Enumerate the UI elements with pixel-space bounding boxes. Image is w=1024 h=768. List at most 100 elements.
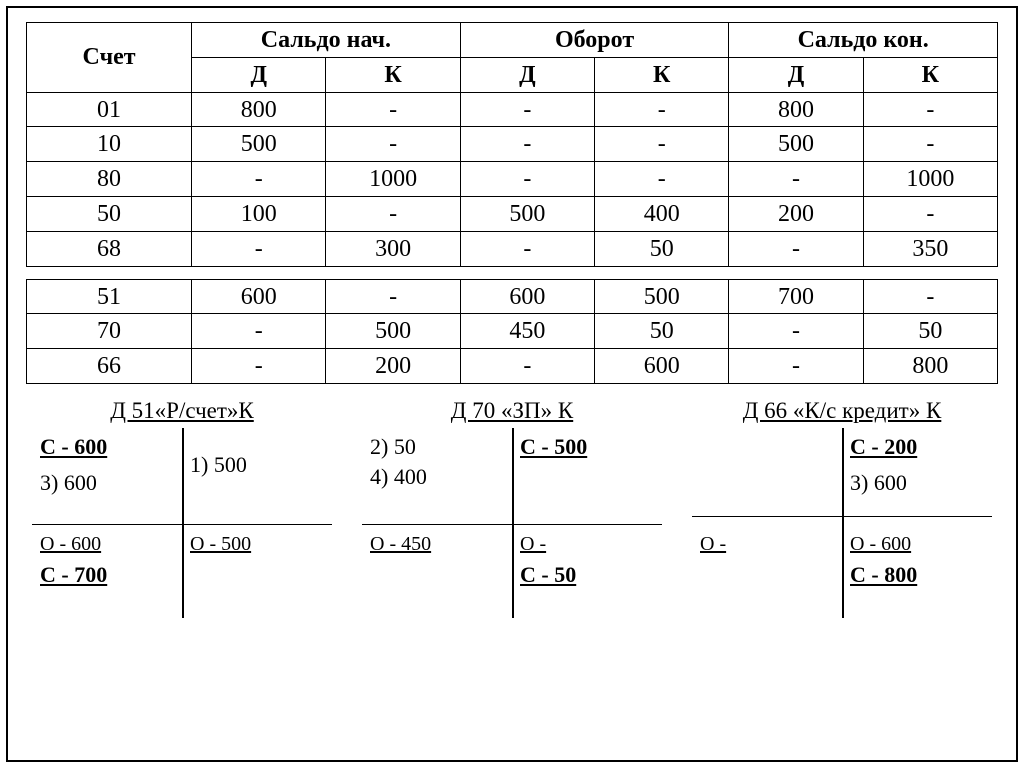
header-row-1: Счет Сальдо нач. Оборот Сальдо кон. [27, 23, 998, 58]
table-cell: - [863, 127, 997, 162]
col-begin: Сальдо нач. [192, 23, 461, 58]
table-cell: - [863, 279, 997, 314]
table-cell: 600 [192, 279, 326, 314]
table-row: 68-300-50-350 [27, 231, 998, 266]
table-cell: 500 [192, 127, 326, 162]
t-account-hline [692, 516, 992, 518]
table-cell: - [326, 196, 460, 231]
table-row: 50100-500400200- [27, 196, 998, 231]
table-row: 80-1000---1000 [27, 162, 998, 197]
table-cell: 100 [192, 196, 326, 231]
table-row: 70-50045050-50 [27, 314, 998, 349]
t-account-entry: О - [700, 530, 726, 556]
t-account-divider [182, 428, 184, 618]
table-cell: 66 [27, 349, 192, 384]
t-account: Д 51«Р/счет»КС - 6003) 600О - 600С - 700… [32, 398, 332, 618]
table-cell: 70 [27, 314, 192, 349]
col-begin-d: Д [192, 57, 326, 92]
t-account-body: С - 6003) 600О - 600С - 7001) 500О - 500 [32, 428, 332, 618]
col-end-k: К [863, 57, 997, 92]
t-account-body: О - С - 200 3) 600 О - 600 С - 800 [692, 428, 992, 618]
t-account-entry: С - 800 [850, 562, 917, 588]
table-cell: - [863, 92, 997, 127]
table-cell: - [863, 196, 997, 231]
t-account-entry: О - 600 [40, 530, 101, 556]
table-cell: - [595, 127, 729, 162]
table-cell: 200 [326, 349, 460, 384]
table-cell: - [460, 127, 594, 162]
table-cell: 1000 [326, 162, 460, 197]
t-account-divider [512, 428, 514, 618]
t-account-hline [32, 524, 332, 526]
table-cell: 68 [27, 231, 192, 266]
table-cell: - [595, 92, 729, 127]
table-cell: 600 [595, 349, 729, 384]
table-cell: - [460, 349, 594, 384]
table-cell: - [729, 349, 863, 384]
table-cell: 800 [192, 92, 326, 127]
table-cell: 50 [27, 196, 192, 231]
col-turn-d: Д [460, 57, 594, 92]
col-end: Сальдо кон. [729, 23, 998, 58]
table-row: 66-200-600-800 [27, 349, 998, 384]
t-account-entry: О - [520, 530, 546, 556]
table-cell: 50 [595, 314, 729, 349]
table-row: 10500---500- [27, 127, 998, 162]
table-cell: - [729, 314, 863, 349]
col-turn-k: К [595, 57, 729, 92]
col-turnover: Оборот [460, 23, 729, 58]
table-cell: 800 [863, 349, 997, 384]
table-row: 51600-600500700- [27, 279, 998, 314]
col-account: Счет [27, 23, 192, 93]
table-cell: - [460, 92, 594, 127]
table-cell: - [326, 127, 460, 162]
table-cell: 50 [595, 231, 729, 266]
t-account-entry: С - 200 [850, 434, 917, 460]
t-account-title: Д 70 «ЗП» К [362, 398, 662, 424]
col-begin-k: К [326, 57, 460, 92]
t-account-entry: О - 600 [850, 530, 911, 556]
t-account-entry: О - 500 [190, 530, 251, 556]
table-cell: - [192, 314, 326, 349]
t-account-body: 2) 50 4) 400 О - 450 С - 500 О - С - 50 [362, 428, 662, 618]
t-account-entry: С - 500 [520, 434, 587, 460]
table-cell: 51 [27, 279, 192, 314]
table-cell: 700 [729, 279, 863, 314]
table-cell: - [192, 231, 326, 266]
table-cell: 400 [595, 196, 729, 231]
table-cell: - [192, 162, 326, 197]
t-account-entry: 2) 50 [370, 434, 416, 460]
table-cell: 50 [863, 314, 997, 349]
t-account-title: Д 66 «К/с кредит» К [692, 398, 992, 424]
col-end-d: Д [729, 57, 863, 92]
t-account-entry: 4) 400 [370, 464, 427, 490]
t-account-title: Д 51«Р/счет»К [32, 398, 332, 424]
table-cell: - [729, 162, 863, 197]
table-cell: - [192, 349, 326, 384]
table-cell: 1000 [863, 162, 997, 197]
balance-table-2: 51600-600500700-70-50045050-5066-200-600… [26, 279, 998, 384]
table-cell: - [729, 231, 863, 266]
t-account: Д 66 «К/с кредит» К О - С - 200 3) 600 О - 6… [692, 398, 992, 618]
table-cell: 10 [27, 127, 192, 162]
t-account-entry: 3) 600 [40, 470, 97, 496]
t-account-entry: 3) 600 [850, 470, 907, 496]
t-account-hline [362, 524, 662, 526]
table-cell: 300 [326, 231, 460, 266]
t-account-entry: С - 50 [520, 562, 576, 588]
table-row: 01800---800- [27, 92, 998, 127]
page-frame: Счет Сальдо нач. Оборот Сальдо кон. Д К … [6, 6, 1018, 762]
table-cell: 500 [729, 127, 863, 162]
table-cell: - [326, 279, 460, 314]
t-account-entry: О - 450 [370, 530, 431, 556]
table-cell: 800 [729, 92, 863, 127]
table-cell: 350 [863, 231, 997, 266]
table-cell: - [326, 92, 460, 127]
t-account-entry: 1) 500 [190, 452, 247, 478]
t-account-entry: С - 600 [40, 434, 107, 460]
t-account-divider [842, 428, 844, 618]
table-cell: - [595, 162, 729, 197]
t-account: Д 70 «ЗП» К 2) 50 4) 400 О - 450 С - 500 О - С… [362, 398, 662, 618]
table-cell: 01 [27, 92, 192, 127]
table-cell: 600 [460, 279, 594, 314]
